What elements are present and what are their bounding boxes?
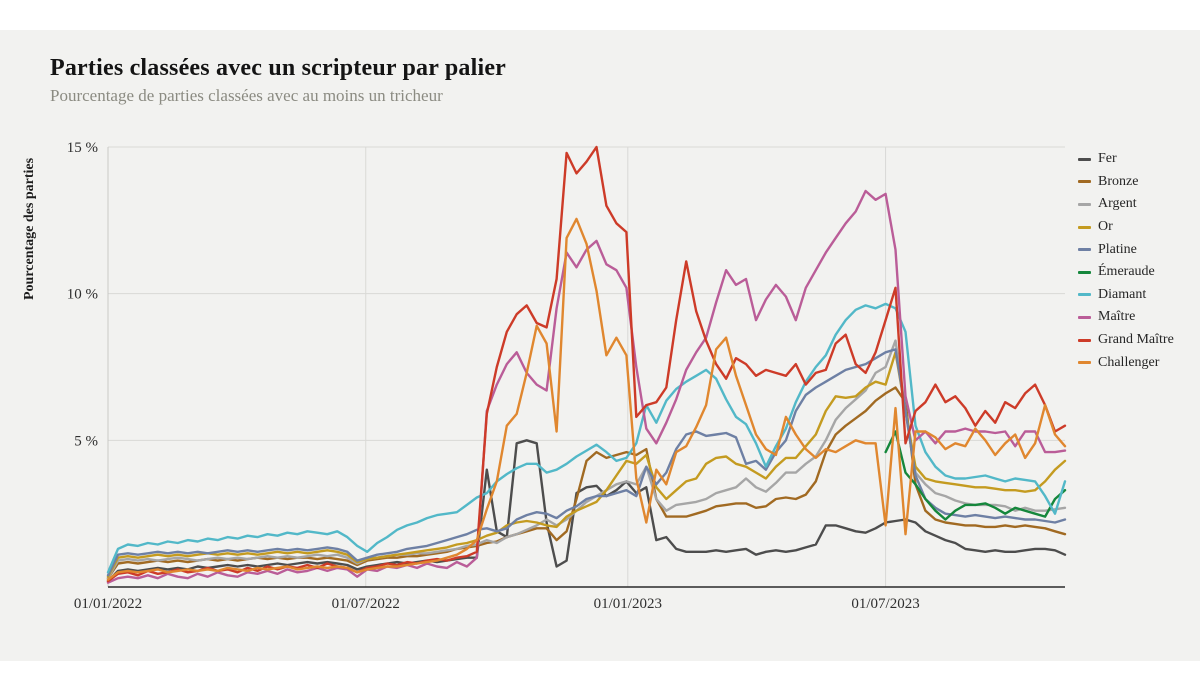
series-line-emeraude	[884, 430, 1067, 521]
legend-dash-icon-challenger	[1078, 361, 1091, 365]
chart-header: Parties classées avec un scripteur par p…	[50, 55, 506, 106]
chart-panel	[0, 30, 1200, 661]
x-tick-label-1: 01/07/2022	[332, 596, 400, 612]
series-line-maitre	[106, 189, 1067, 584]
legend-label-fer: Fer	[1098, 151, 1117, 167]
legend-item-emeraude: Émeraude	[1078, 261, 1174, 284]
legend-label-grand-maitre: Grand Maître	[1098, 332, 1174, 348]
legend-dash-icon-grand-maitre	[1078, 338, 1091, 342]
legend-dash-icon-argent	[1078, 202, 1091, 206]
series-line-diamant	[106, 302, 1067, 574]
legend-dash-icon-maitre	[1078, 315, 1091, 319]
series-line-bronze	[106, 386, 1067, 580]
legend-item-or: Or	[1078, 216, 1174, 239]
legend-dash-icon-bronze	[1078, 180, 1091, 184]
legend-item-fer: Fer	[1078, 148, 1174, 171]
chart-subtitle: Pourcentage de parties classées avec au …	[50, 86, 443, 105]
legend-label-diamant: Diamant	[1098, 286, 1147, 302]
series-line-challenger	[106, 217, 1067, 581]
legend-dash-icon-emeraude	[1078, 270, 1091, 274]
x-tick-label-0: 01/01/2022	[74, 596, 142, 612]
chart-title: Parties classées avec un scripteur par p…	[50, 55, 507, 81]
legend-label-platine: Platine	[1098, 241, 1137, 257]
legend: Fer Bronze Argent Or Platine Émeraude Diamant M…	[1078, 148, 1174, 374]
legend-label-or: Or	[1098, 219, 1113, 235]
legend-label-argent: Argent	[1098, 196, 1137, 212]
legend-label-challenger: Challenger	[1098, 354, 1160, 370]
y-tick-label-15: 15 %	[67, 140, 98, 156]
legend-label-maitre: Maître	[1098, 309, 1136, 325]
legend-dash-icon-fer	[1078, 157, 1091, 161]
legend-dash-icon-diamant	[1078, 293, 1091, 297]
legend-item-maitre: Maître	[1078, 306, 1174, 329]
x-tick-label-3: 01/07/2023	[851, 596, 919, 612]
y-tick-label-5: 5 %	[74, 433, 98, 449]
legend-item-bronze: Bronze	[1078, 171, 1174, 194]
legend-label-emeraude: Émeraude	[1098, 264, 1155, 280]
series-line-grand-maitre	[106, 145, 1067, 583]
legend-item-platine: Platine	[1078, 238, 1174, 261]
legend-dash-icon-platine	[1078, 248, 1091, 252]
legend-item-diamant: Diamant	[1078, 284, 1174, 307]
legend-item-argent: Argent	[1078, 193, 1174, 216]
legend-item-grand-maitre: Grand Maître	[1078, 329, 1174, 352]
series-line-platine	[106, 348, 1067, 577]
legend-item-challenger: Challenger	[1078, 351, 1174, 374]
y-tick-label-10: 10 %	[67, 287, 98, 303]
legend-label-bronze: Bronze	[1098, 173, 1139, 189]
x-tick-label-2: 01/01/2023	[594, 596, 662, 612]
legend-dash-icon-or	[1078, 225, 1091, 229]
